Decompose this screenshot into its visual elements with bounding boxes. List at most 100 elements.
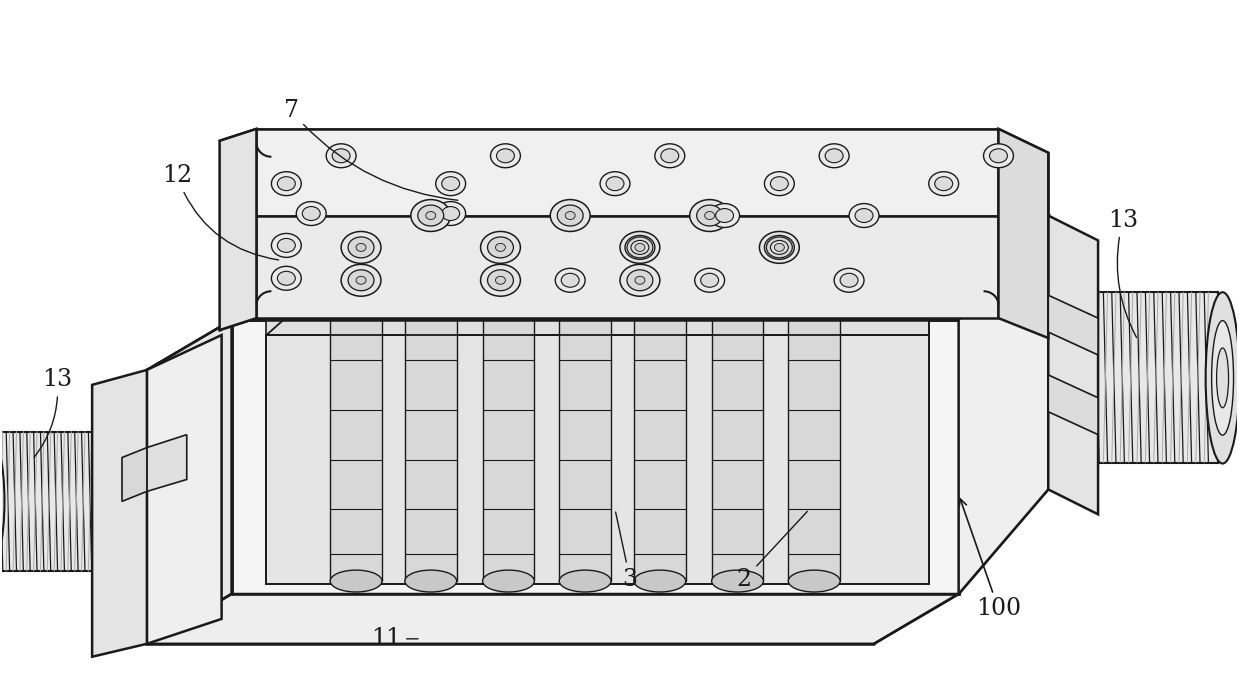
Polygon shape [147,320,232,644]
Ellipse shape [855,209,873,222]
Ellipse shape [634,254,685,277]
Ellipse shape [690,200,730,231]
Polygon shape [999,129,1048,338]
Ellipse shape [990,149,1007,163]
Ellipse shape [716,209,733,222]
Ellipse shape [405,254,457,277]
Ellipse shape [788,254,840,277]
Ellipse shape [271,172,301,195]
Ellipse shape [332,149,351,163]
Polygon shape [634,265,685,581]
Ellipse shape [825,149,843,163]
Polygon shape [1048,295,1098,355]
Ellipse shape [487,237,513,258]
Polygon shape [559,265,611,581]
Polygon shape [1048,216,1098,514]
Ellipse shape [482,570,534,592]
Polygon shape [147,435,187,491]
Polygon shape [92,370,147,657]
Ellipse shape [695,268,725,292]
Text: 13: 13 [1108,209,1139,337]
Ellipse shape [774,243,784,252]
Ellipse shape [341,231,380,263]
Ellipse shape [496,243,506,252]
Ellipse shape [711,570,763,592]
Ellipse shape [271,266,301,290]
Ellipse shape [764,172,794,195]
Ellipse shape [278,177,295,191]
Polygon shape [959,216,1048,594]
Ellipse shape [767,237,792,258]
Ellipse shape [771,240,788,254]
Text: 100: 100 [959,499,1021,620]
Polygon shape [266,335,929,584]
Ellipse shape [705,211,715,220]
Ellipse shape [426,211,436,220]
Ellipse shape [482,254,534,277]
Ellipse shape [711,254,763,277]
Ellipse shape [760,231,799,263]
Text: 13: 13 [35,369,72,457]
Ellipse shape [627,237,653,258]
Text: 3: 3 [616,512,637,590]
Ellipse shape [348,270,374,291]
Ellipse shape [1206,292,1239,464]
Ellipse shape [819,144,849,168]
Polygon shape [788,265,840,581]
Polygon shape [0,432,107,571]
Ellipse shape [934,177,953,191]
Ellipse shape [442,207,460,220]
Polygon shape [232,216,1048,320]
Ellipse shape [296,202,326,225]
Ellipse shape [418,205,444,226]
Ellipse shape [356,243,366,252]
Ellipse shape [330,570,382,592]
Polygon shape [711,265,763,581]
Text: 11: 11 [370,627,418,650]
Ellipse shape [634,570,685,592]
Polygon shape [219,129,256,330]
Polygon shape [1048,375,1098,435]
Ellipse shape [788,570,840,592]
Ellipse shape [356,277,366,284]
Ellipse shape [984,144,1014,168]
Ellipse shape [278,271,295,286]
Ellipse shape [497,149,514,163]
Ellipse shape [624,236,655,259]
Ellipse shape [655,144,685,168]
Ellipse shape [600,172,629,195]
Ellipse shape [620,231,660,263]
Ellipse shape [481,264,520,296]
Ellipse shape [764,236,794,259]
Ellipse shape [701,273,719,287]
Ellipse shape [696,205,722,226]
Ellipse shape [620,264,660,296]
Ellipse shape [840,273,859,287]
Ellipse shape [330,254,382,277]
Ellipse shape [481,231,520,263]
Text: 12: 12 [161,164,279,260]
Polygon shape [121,448,147,501]
Ellipse shape [405,570,457,592]
Ellipse shape [341,264,380,296]
Ellipse shape [929,172,959,195]
Ellipse shape [302,207,320,220]
Ellipse shape [565,211,575,220]
Polygon shape [330,265,382,581]
Ellipse shape [627,270,653,291]
Ellipse shape [606,177,624,191]
Ellipse shape [411,200,451,231]
Ellipse shape [771,177,788,191]
Polygon shape [1073,292,1218,462]
Polygon shape [256,129,999,216]
Ellipse shape [559,570,611,592]
Ellipse shape [442,177,460,191]
Ellipse shape [436,172,466,195]
Ellipse shape [834,268,864,292]
Polygon shape [482,265,534,581]
Ellipse shape [555,268,585,292]
Ellipse shape [326,144,356,168]
Ellipse shape [496,277,506,284]
Polygon shape [405,265,457,581]
Polygon shape [147,594,959,644]
